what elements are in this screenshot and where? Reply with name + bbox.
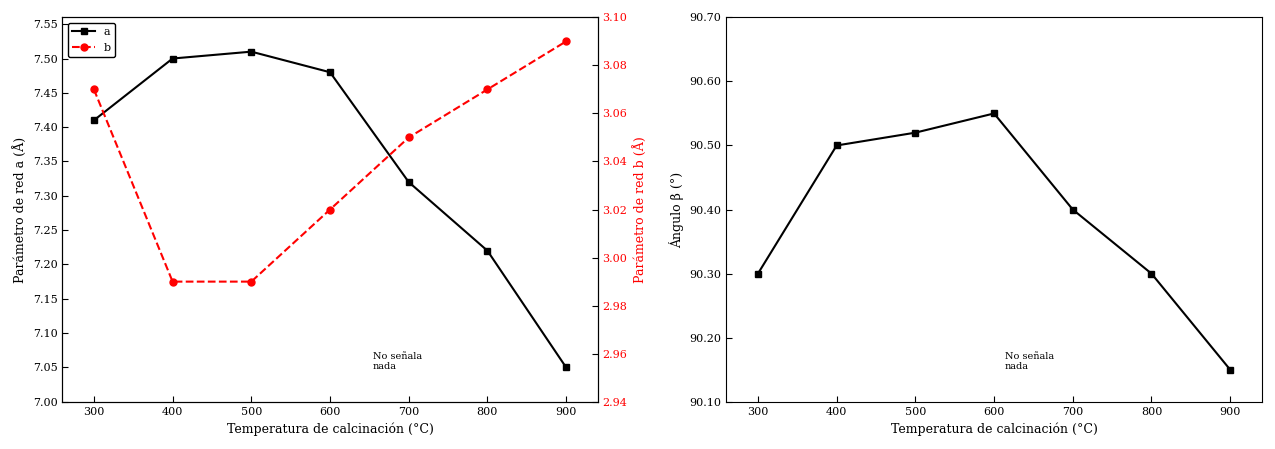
- Ángulo β (°): [908, 130, 923, 135]
- Y-axis label: Ángulo β (°): Ángulo β (°): [669, 172, 685, 247]
- a: [479, 248, 495, 253]
- b: [323, 207, 338, 212]
- Ángulo β (°): [987, 111, 1002, 116]
- b: [558, 39, 574, 44]
- b: [164, 279, 180, 284]
- b: [479, 87, 495, 92]
- Ángulo β (°): [829, 143, 844, 148]
- Ángulo β (°): [1065, 207, 1080, 212]
- Ángulo β (°): [1144, 271, 1159, 276]
- Ángulo β (°): [1223, 367, 1238, 372]
- Line: b: b: [91, 38, 570, 285]
- a: [87, 118, 102, 123]
- Text: No señala
nada: No señala nada: [372, 352, 422, 371]
- Line: a: a: [91, 48, 570, 371]
- Line: Ángulo β (°): Ángulo β (°): [755, 110, 1234, 373]
- X-axis label: Temperatura de calcinación (°C): Temperatura de calcinación (°C): [891, 422, 1098, 436]
- Y-axis label: Parámetro de red a (Å): Parámetro de red a (Å): [13, 136, 27, 282]
- Text: No señala
nada: No señala nada: [1005, 352, 1054, 371]
- X-axis label: Temperatura de calcinación (°C): Temperatura de calcinación (°C): [227, 422, 434, 436]
- a: [558, 365, 574, 370]
- b: [402, 135, 417, 140]
- a: [402, 180, 417, 185]
- b: [244, 279, 259, 284]
- a: [164, 56, 180, 61]
- a: [244, 49, 259, 54]
- Ángulo β (°): [750, 271, 765, 276]
- a: [323, 70, 338, 75]
- Legend: a, b: a, b: [68, 23, 115, 57]
- Y-axis label: Parámetro de red b (Å): Parámetro de red b (Å): [632, 136, 646, 283]
- b: [87, 87, 102, 92]
